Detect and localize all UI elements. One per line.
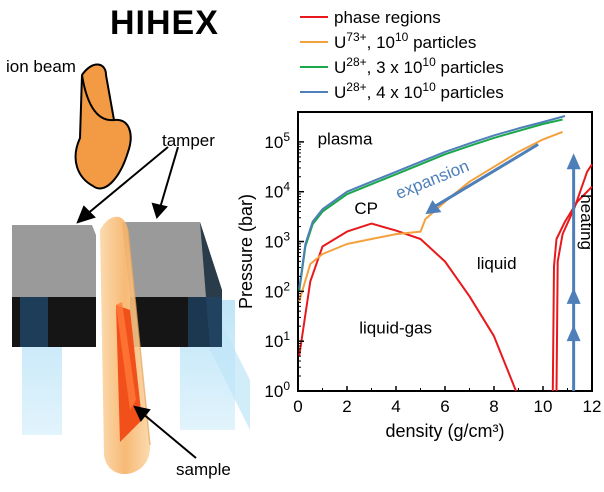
legend-label-phase: phase regions [334, 8, 441, 27]
legend-label-u73: U73+, 1010 particles [334, 30, 476, 52]
x-tick-label: 6 [440, 397, 449, 416]
annotation-expansion: expansion [393, 156, 472, 203]
annotation-plasma: plasma [318, 129, 373, 148]
tamper-pointer-arrows [76, 146, 179, 224]
x-tick-label: 10 [534, 397, 553, 416]
y-tick-label: 100 [264, 379, 290, 401]
x-axis-label: density (g/cm³) [385, 421, 504, 441]
sample-pointer-arrow [133, 405, 197, 459]
series-layer [298, 115, 593, 392]
tamper-left-block [12, 225, 96, 347]
tamper-right-block [122, 222, 222, 347]
figure-title: HIHEX [110, 4, 219, 42]
series-line-phase-melt-1 [551, 186, 593, 392]
expansion-arrow-shaft [429, 143, 539, 211]
arrow-layer [425, 143, 581, 391]
axis-layer: 0 2 4 6 8 10 12 100 101 102 103 104 105 density (g/cm… [236, 130, 601, 441]
chart-legend: phase regions U73+, 1010 particles U28+, 3… [300, 8, 504, 102]
annotation-cp: CP [354, 199, 378, 218]
heating-arrow-head [566, 153, 581, 170]
legend-label-u28_3: U28+, 3 x 1010 particles [334, 55, 504, 77]
tamper-label: tamper [162, 131, 215, 150]
series-line-u73 [298, 130, 563, 302]
y-tick-label: 104 [264, 180, 290, 202]
y-tick-label: 103 [264, 230, 290, 252]
y-tick-label: 102 [264, 279, 290, 301]
ion-beam-label: ion beam [6, 57, 76, 76]
y-tick-label: 101 [264, 329, 290, 351]
x-tick-label: 8 [489, 397, 498, 416]
series-line-phase-dome [298, 222, 517, 392]
heating-arrow-head [566, 325, 581, 342]
annotation-liquid-gas: liquid-gas [359, 319, 432, 338]
heating-arrow-head [566, 287, 581, 304]
annotation-liquid: liquid [477, 254, 517, 273]
annotation-heating: heating [577, 194, 596, 250]
x-tick-label: 12 [583, 397, 602, 416]
series-line-u28_4 [298, 115, 566, 290]
series-line-u28_3 [298, 118, 563, 292]
x-tick-label: 4 [391, 397, 400, 416]
expansion-arrow-head [425, 200, 442, 215]
y-axis-label: Pressure (bar) [236, 194, 256, 309]
x-tick-label: 2 [342, 397, 351, 416]
sample-label: sample [176, 460, 231, 479]
x-tick-label: 0 [293, 397, 302, 416]
ion-beam-icon [74, 63, 132, 190]
legend-label-u28_4: U28+, 4 x 1010 particles [334, 80, 504, 102]
series-line-phase-melt-2 [555, 163, 593, 392]
y-tick-label: 105 [264, 130, 290, 152]
hihex-target-illustration [12, 63, 250, 475]
